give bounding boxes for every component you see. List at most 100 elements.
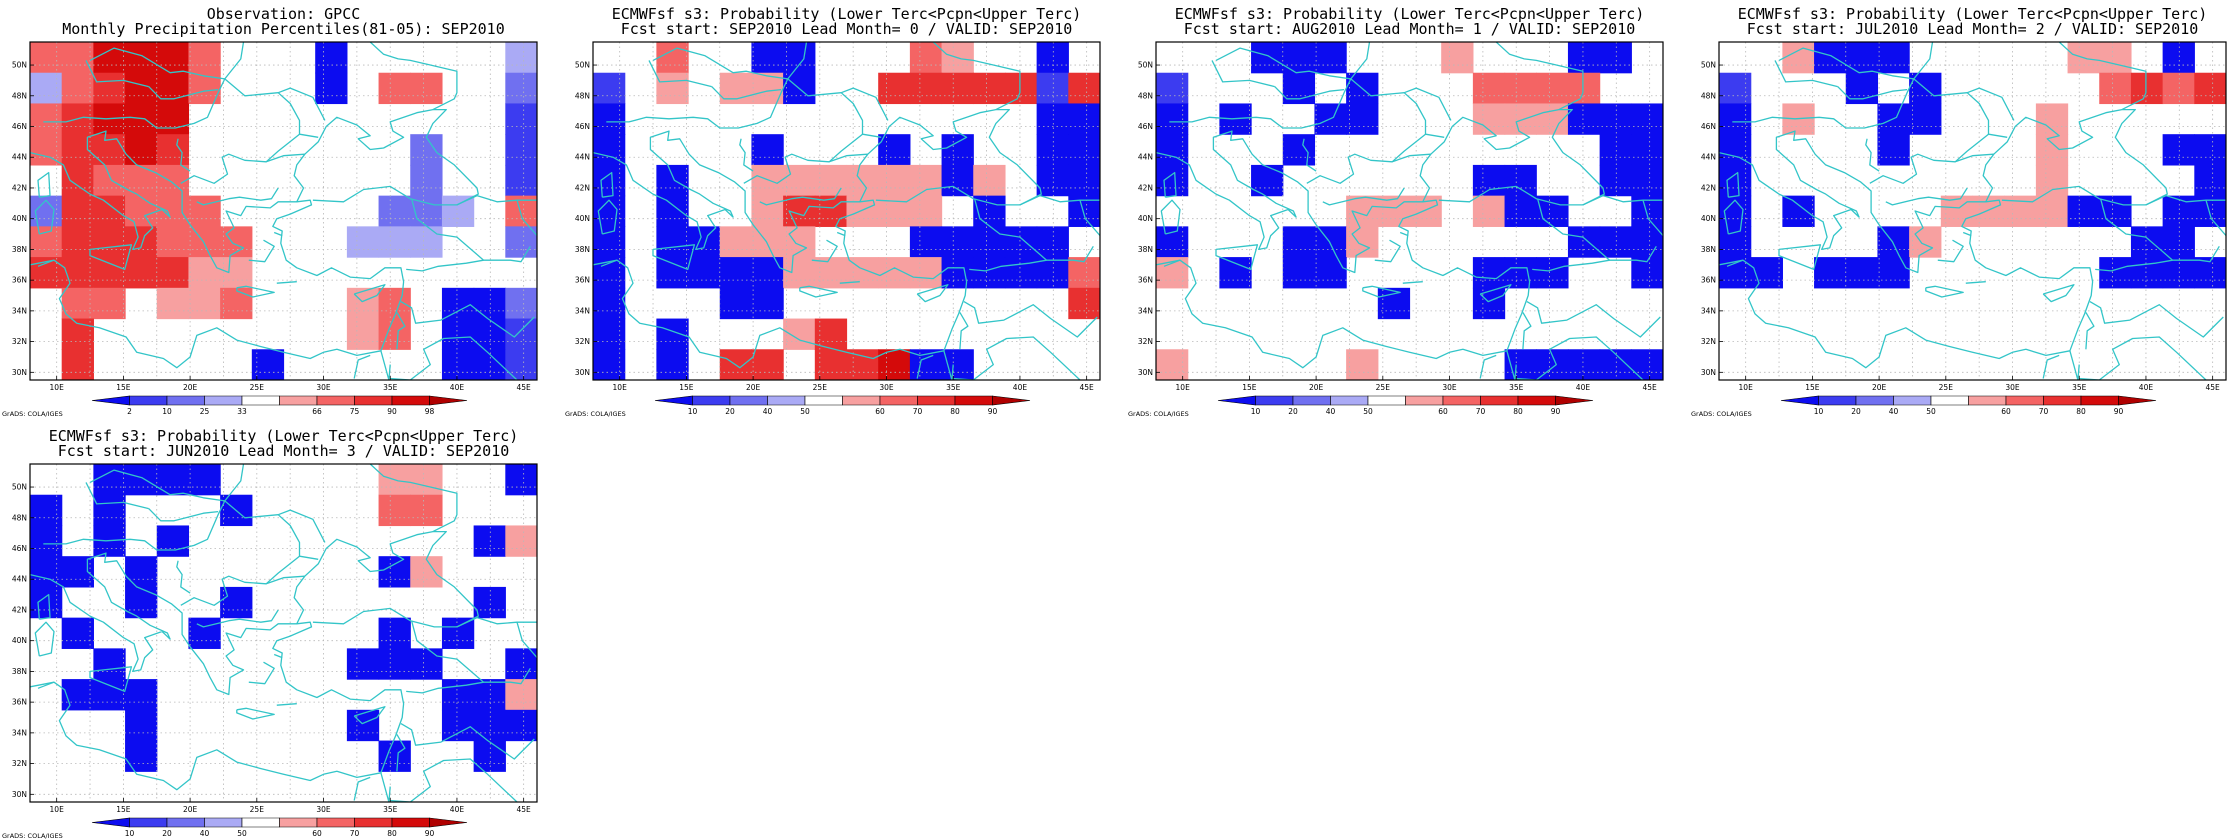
grid-cell — [2130, 226, 2164, 258]
coastline — [1719, 130, 2094, 352]
colorbar-label: 20 — [1288, 407, 1298, 416]
grid-cell — [125, 679, 158, 711]
coastline — [828, 133, 863, 163]
panel-title-line2: Fcst start: JUL2010 Lead Month= 2 / VALI… — [1747, 20, 2199, 38]
y-tick-label: 48N — [1701, 91, 1716, 100]
grid-cell — [1251, 164, 1284, 197]
grid-cell — [846, 195, 879, 227]
grid-cell — [93, 42, 126, 74]
colorbar-label: 90 — [988, 407, 998, 416]
coastline — [1079, 200, 1100, 237]
grid-cell — [61, 195, 94, 227]
colorbar-segment — [2005, 395, 2044, 406]
grid-cell — [441, 349, 475, 380]
coastline — [1719, 259, 2071, 369]
grid-cell — [125, 586, 158, 619]
grid-cell — [1036, 226, 1069, 258]
grads-credit: GrADS: COLA/IGES — [1128, 410, 1189, 418]
coastline — [811, 239, 838, 263]
colorbar-segment — [129, 395, 168, 406]
grid-cell — [783, 257, 816, 289]
grid-cell — [30, 525, 63, 557]
grid-cell — [1504, 164, 1537, 197]
coastline — [597, 199, 618, 235]
y-tick-label: 50N — [1701, 61, 1716, 70]
grid-cell — [93, 134, 126, 166]
coastline — [43, 500, 326, 551]
colorbar-segment — [91, 395, 130, 406]
grid-cell — [2194, 72, 2226, 105]
grid-cell — [125, 195, 158, 227]
grid-cell — [1004, 72, 1038, 105]
grid-cell — [1567, 349, 1601, 380]
colorbar: 10 20 40 50 60 70 80 90 — [1780, 395, 2157, 416]
grid-cell — [1036, 72, 1069, 105]
y-tick-label: 36N — [12, 698, 27, 707]
colorbar-segment — [316, 395, 355, 406]
colorbar-segment — [1930, 395, 1969, 406]
grid-cell — [441, 617, 475, 649]
coastline — [2079, 336, 2207, 380]
y-tick-label: 48N — [1138, 91, 1153, 100]
grid-cell — [593, 318, 626, 350]
grid-cell — [1251, 42, 1284, 74]
grid-cell — [378, 740, 411, 772]
coastline — [1479, 284, 1512, 303]
grid-cell — [1156, 349, 1189, 380]
colorbar-label: 80 — [1513, 407, 1523, 416]
grid-cell — [1036, 134, 1069, 166]
colorbar-segment — [279, 817, 318, 828]
coastline — [1642, 200, 1663, 237]
grid-cell — [93, 257, 126, 289]
grid-cell — [410, 494, 443, 527]
grid-cell — [93, 164, 126, 197]
grid-cell — [719, 257, 753, 289]
coastline — [799, 285, 838, 298]
grid-cell — [1441, 42, 1474, 74]
grid-cell — [2035, 134, 2069, 166]
grid-cell — [93, 494, 126, 527]
coastline — [1954, 133, 1989, 163]
grid-cell — [783, 195, 816, 227]
grid-cell — [156, 525, 190, 557]
grid-cell — [251, 349, 285, 380]
coastline — [1163, 259, 1181, 267]
coastline — [37, 259, 55, 267]
coastline — [390, 336, 518, 380]
coastline — [224, 42, 245, 80]
coastline — [293, 108, 479, 206]
y-tick-label: 32N — [12, 759, 27, 768]
coastline — [1774, 60, 1838, 88]
grid-cell — [125, 103, 158, 135]
grid-cell — [1909, 226, 1942, 258]
coastline — [369, 464, 458, 533]
colorbar-segment — [316, 817, 355, 828]
coastline — [1778, 244, 1822, 271]
grid-cell — [1036, 42, 1069, 74]
x-tick-label: 10E — [50, 383, 65, 392]
grid-cell — [783, 318, 816, 350]
coastline — [180, 153, 305, 184]
grid-cell — [1536, 195, 1569, 227]
coastline — [1274, 86, 1345, 100]
grid-cell — [973, 257, 1006, 289]
grid-cell — [814, 349, 848, 380]
colorbar-label: 70 — [350, 829, 360, 838]
grid-cell — [1219, 257, 1252, 289]
y-tick-label: 50N — [12, 61, 27, 70]
grid-cell — [346, 318, 380, 350]
grid-cell — [2130, 257, 2164, 289]
x-tick-label: 20E — [183, 383, 198, 392]
grid-cell — [1845, 42, 1879, 74]
coastline — [1479, 354, 1497, 379]
colorbar-label: 98 — [425, 407, 435, 416]
coastline — [916, 354, 934, 379]
y-tick-label: 46N — [1701, 122, 1716, 131]
grid-cell — [505, 648, 537, 680]
x-tick-label: 25E — [250, 383, 265, 392]
grid-cell — [1282, 134, 1316, 166]
grid-cell — [410, 195, 443, 227]
colorbar-segment — [391, 817, 430, 828]
grads-credit: GrADS: COLA/IGES — [1691, 410, 1752, 418]
x-tick-label: 15E — [1242, 383, 1257, 392]
